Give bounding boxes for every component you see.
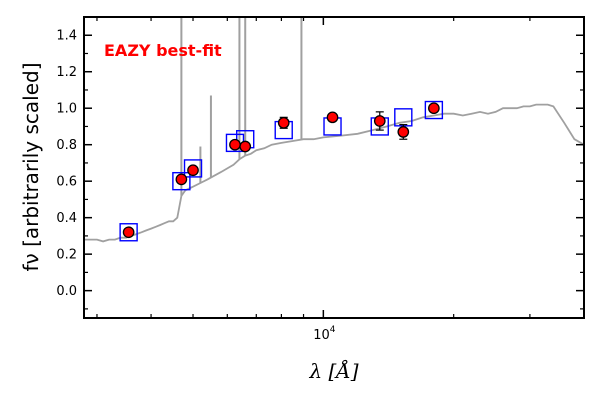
observed-flux-point — [239, 140, 252, 153]
x-axis-ticks — [96, 17, 531, 318]
template-spectrum-layer — [84, 17, 584, 243]
model-flux-box — [119, 223, 138, 242]
x-axis-title: λ [Å] — [308, 358, 358, 383]
model-flux-box — [172, 171, 191, 191]
observed-flux-point — [326, 111, 339, 124]
observed-flux-point — [397, 126, 410, 138]
plot-frame — [83, 16, 585, 319]
y-tick-label: 0.0 — [56, 284, 77, 299]
observed-flux-point — [373, 115, 386, 127]
y-tick-label: 1.0 — [56, 102, 77, 117]
observed-flux-point — [277, 116, 290, 129]
y-tick-label: 0.2 — [56, 248, 77, 263]
y-axis-title: fν [arbitrarily scaled] — [19, 63, 43, 272]
y-tick-label: 0.6 — [56, 175, 77, 190]
y-tick-label: 0.8 — [56, 138, 77, 153]
annotation-label: EAZY best-fit — [104, 41, 222, 60]
observed-flux-point — [122, 226, 135, 239]
observed-photometry-layer — [122, 102, 440, 239]
y-tick-label: 1.4 — [56, 29, 77, 44]
template-spectrum-line — [84, 103, 584, 243]
observed-flux-point — [428, 102, 440, 115]
y-axis-ticks: 0.0 0.2 0.4 0.6 0.8 1.0 1.2 1.4 — [56, 29, 584, 310]
x-tick-label-1e4: 104 — [313, 325, 336, 343]
plot-background — [84, 17, 584, 318]
observed-flux-point — [175, 173, 188, 186]
observed-flux-point — [187, 164, 199, 177]
model-flux-box — [183, 159, 203, 178]
model-flux-box — [424, 100, 444, 120]
y-tick-label: 0.4 — [56, 211, 77, 226]
y-tick-label: 1.2 — [56, 65, 77, 80]
observed-flux-point — [229, 138, 241, 151]
